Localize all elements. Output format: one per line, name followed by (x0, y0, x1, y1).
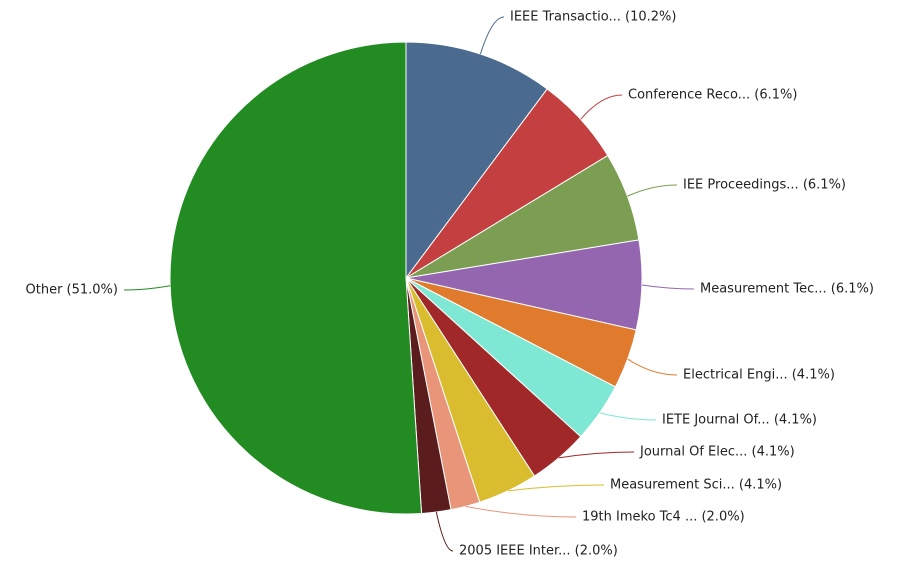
slice-label: 2005 IEEE Inter... (2.0%) (459, 544, 618, 559)
slice-label: Measurement Sci... (4.1%) (610, 478, 782, 493)
leader-line (507, 484, 605, 492)
slice-label: IEEE Transactio... (10.2%) (510, 10, 676, 25)
slice-label: IETE Journal Of... (4.1%) (662, 413, 817, 428)
leader-line (123, 285, 171, 291)
slice-label: Journal Of Elec... (4.1%) (639, 445, 795, 460)
leader-line (627, 184, 678, 197)
leader-line (465, 505, 577, 518)
slice-label: 19th Imeko Tc4 ... (2.0%) (582, 510, 745, 525)
leader-line (435, 511, 454, 552)
slice-label: Other (51.0%) (26, 283, 119, 298)
slice-label: Measurement Tec... (6.1%) (700, 282, 874, 297)
slice-label: IEE Proceedings... (6.1%) (683, 178, 846, 193)
leader-line (580, 94, 623, 120)
leader-line (627, 358, 678, 376)
slice-label: Electrical Engi... (4.1%) (683, 368, 835, 383)
leader-line (599, 412, 657, 421)
leader-line (641, 284, 695, 290)
pie-slice (169, 41, 423, 515)
leader-line (558, 451, 635, 459)
slice-label: Conference Reco... (6.1%) (628, 88, 797, 103)
leader-line (479, 16, 505, 55)
